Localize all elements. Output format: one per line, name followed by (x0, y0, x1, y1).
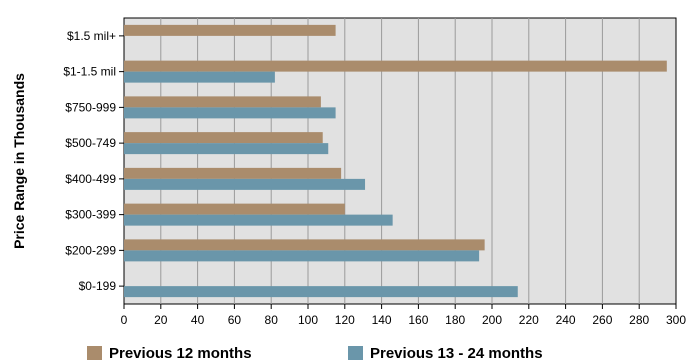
bar-series-2 (124, 250, 480, 262)
x-tick-label: 60 (228, 313, 242, 327)
y-axis: $1.5 mil+ $1-1.5 mil $750-999 $500-749 $400-… (63, 29, 124, 293)
bar-series-1 (124, 203, 345, 215)
y-category-label: $1-1.5 mil (63, 65, 116, 79)
y-category-label: $400-499 (65, 172, 116, 186)
legend-label: Previous 13 - 24 months (370, 345, 543, 362)
y-category-label: $200-299 (65, 243, 116, 257)
bar-series-1 (124, 60, 667, 72)
x-tick-label: 20 (154, 313, 168, 327)
bar-series-1 (124, 167, 342, 179)
bar-series-1 (124, 24, 336, 36)
y-category-label: $300-399 (65, 208, 116, 222)
x-axis: 0 20 40 60 80 100 120 140 160 180 200 220 240 260 280 3… (121, 304, 686, 327)
x-tick-label: 180 (445, 313, 465, 327)
legend-label: Previous 12 months (109, 345, 252, 362)
y-category-label: $750-999 (65, 100, 116, 114)
x-tick-label: 260 (592, 313, 612, 327)
y-category-label: $1.5 mil+ (67, 29, 116, 43)
legend-swatch (87, 346, 102, 360)
x-tick-label: 80 (265, 313, 279, 327)
x-tick-label: 240 (556, 313, 576, 327)
bar-series-2 (124, 214, 393, 226)
x-tick-label: 280 (629, 313, 649, 327)
y-category-label: $0-199 (79, 279, 117, 293)
x-tick-label: 0 (121, 313, 128, 327)
bar-series-2 (124, 143, 329, 155)
x-tick-label: 160 (408, 313, 428, 327)
x-tick-label: 100 (298, 313, 318, 327)
bars (124, 24, 667, 298)
x-tick-label: 140 (372, 313, 392, 327)
x-tick-label: 40 (191, 313, 205, 327)
bar-series-1 (124, 239, 485, 251)
bar-series-1 (124, 96, 321, 108)
y-category-label: $500-749 (65, 136, 116, 150)
bar-series-2 (124, 107, 336, 119)
x-tick-label: 220 (519, 313, 539, 327)
legend-swatch (348, 346, 363, 360)
y-axis-title: Price Range in Thousands (11, 73, 27, 249)
bar-series-2 (124, 71, 275, 83)
x-tick-label: 120 (335, 313, 355, 327)
bar-series-2 (124, 286, 518, 298)
x-tick-label: 300 (666, 313, 686, 327)
x-tick-label: 200 (482, 313, 502, 327)
bar-series-1 (124, 132, 323, 144)
legend: Previous 12 months Previous 13 - 24 month… (87, 345, 543, 362)
bar-series-2 (124, 178, 366, 190)
